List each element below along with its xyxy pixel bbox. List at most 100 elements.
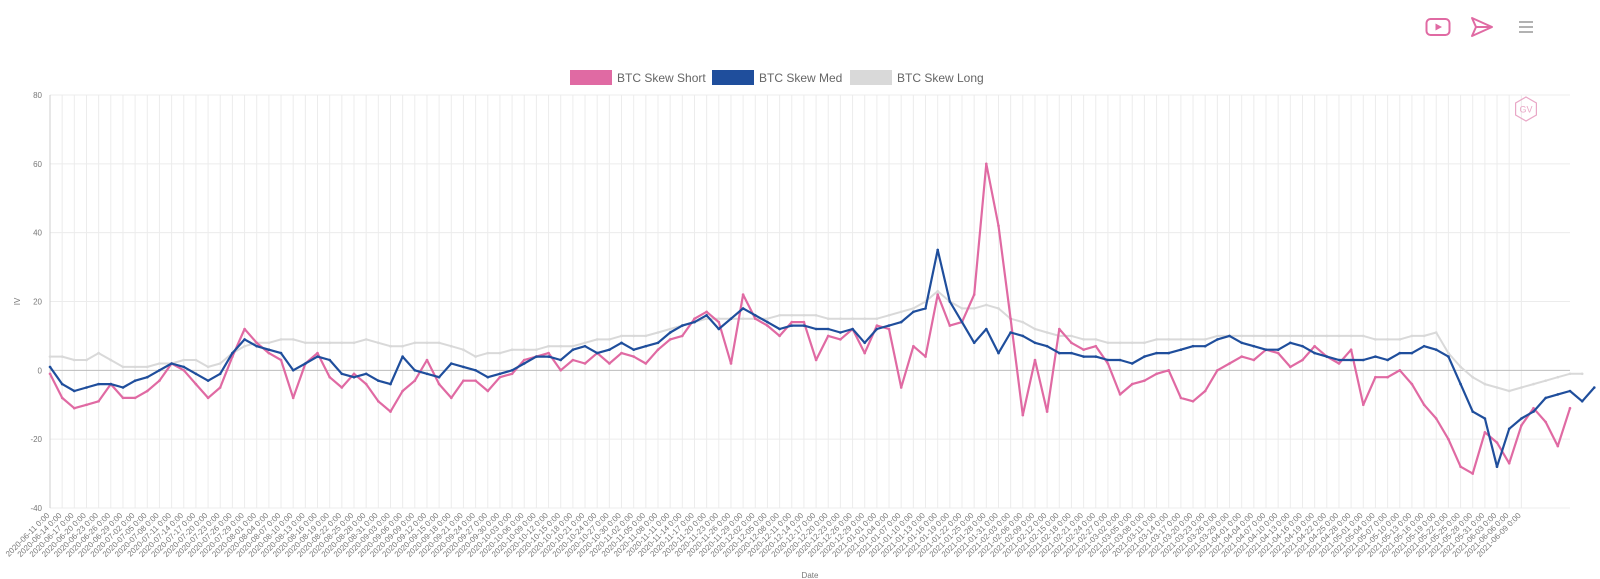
point-short — [97, 400, 100, 403]
point-short — [206, 396, 210, 400]
point-short — [1094, 344, 1098, 348]
send-icon[interactable] — [1468, 14, 1496, 40]
point-short — [1434, 417, 1438, 420]
point-med — [1313, 351, 1316, 355]
point-long — [1434, 331, 1438, 334]
point-long — [1276, 334, 1280, 338]
point-med — [1276, 348, 1280, 352]
menu-icon[interactable] — [1512, 14, 1540, 40]
point-short — [1495, 441, 1499, 444]
point-short — [1301, 358, 1304, 362]
point-med — [875, 327, 879, 331]
point-med — [218, 372, 222, 376]
point-long — [1556, 375, 1560, 379]
point-long — [437, 341, 441, 345]
point-long — [1422, 334, 1426, 338]
youtube-icon[interactable] — [1424, 14, 1452, 40]
legend-swatch-long[interactable] — [850, 70, 892, 85]
point-long — [595, 338, 599, 341]
point-med — [802, 324, 806, 327]
point-long — [1483, 382, 1487, 386]
point-med — [158, 369, 161, 372]
series-line-short — [49, 162, 1572, 475]
point-long — [218, 362, 222, 365]
point-long — [1447, 351, 1450, 355]
point-short — [450, 396, 453, 400]
point-long — [304, 341, 307, 345]
point-short — [85, 403, 88, 407]
point-short — [316, 351, 319, 355]
point-short — [766, 324, 769, 327]
point-med — [474, 369, 477, 372]
point-med — [1386, 358, 1389, 362]
point-med — [899, 320, 903, 324]
point-long — [146, 365, 149, 369]
point-med — [462, 365, 465, 369]
point-med — [291, 369, 295, 372]
point-med — [1434, 348, 1438, 352]
point-long — [182, 358, 186, 362]
point-long — [571, 344, 575, 348]
point-long — [1021, 320, 1025, 324]
point-short — [498, 375, 502, 379]
point-med — [1483, 417, 1487, 420]
point-med — [170, 362, 173, 365]
point-short — [522, 358, 526, 362]
point-med — [1264, 348, 1268, 352]
point-long — [194, 358, 198, 362]
point-med — [389, 382, 392, 386]
point-short — [1191, 400, 1195, 403]
point-med — [668, 331, 672, 334]
legend-swatch-med[interactable] — [712, 70, 754, 85]
point-long — [1240, 334, 1243, 338]
point-long — [498, 351, 502, 355]
point-long — [401, 344, 404, 348]
point-long — [826, 317, 830, 321]
point-med — [1495, 465, 1499, 469]
point-med — [1520, 417, 1523, 420]
point-med — [1228, 334, 1231, 338]
point-short — [1118, 393, 1122, 396]
legend-label-med[interactable]: BTC Skew Med — [759, 71, 842, 85]
point-med — [705, 314, 708, 317]
point-short — [352, 372, 356, 376]
point-short — [1313, 344, 1316, 348]
point-med — [243, 338, 246, 341]
point-med — [535, 355, 538, 358]
point-short — [218, 386, 222, 389]
point-short — [924, 355, 927, 358]
point-long — [1520, 386, 1523, 389]
point-short — [936, 293, 939, 296]
point-long — [364, 338, 368, 341]
point-short — [729, 362, 733, 365]
point-med — [1106, 358, 1110, 362]
point-short — [1568, 406, 1572, 410]
point-long — [1191, 338, 1195, 341]
point-med — [863, 341, 866, 345]
legend-label-long[interactable]: BTC Skew Long — [897, 71, 984, 85]
legend-swatch-short[interactable] — [570, 70, 612, 85]
point-long — [425, 341, 429, 345]
point-long — [377, 341, 380, 345]
point-med — [97, 382, 100, 386]
point-med — [1143, 355, 1146, 358]
point-med — [717, 327, 721, 331]
point-long — [340, 341, 344, 345]
point-long — [668, 327, 672, 331]
point-short — [1130, 382, 1134, 386]
point-long — [73, 358, 76, 362]
point-long — [778, 314, 781, 317]
point-long — [450, 344, 453, 348]
point-short — [474, 379, 477, 383]
legend-label-short[interactable]: BTC Skew Short — [617, 71, 706, 85]
point-long — [997, 307, 1000, 310]
y-tick-label: 20 — [33, 298, 42, 307]
point-short — [291, 396, 295, 400]
point-short — [279, 358, 283, 362]
point-long — [1471, 375, 1474, 379]
point-long — [1033, 327, 1037, 331]
point-short — [121, 396, 125, 400]
point-med — [1021, 334, 1025, 338]
point-short — [1216, 369, 1219, 372]
